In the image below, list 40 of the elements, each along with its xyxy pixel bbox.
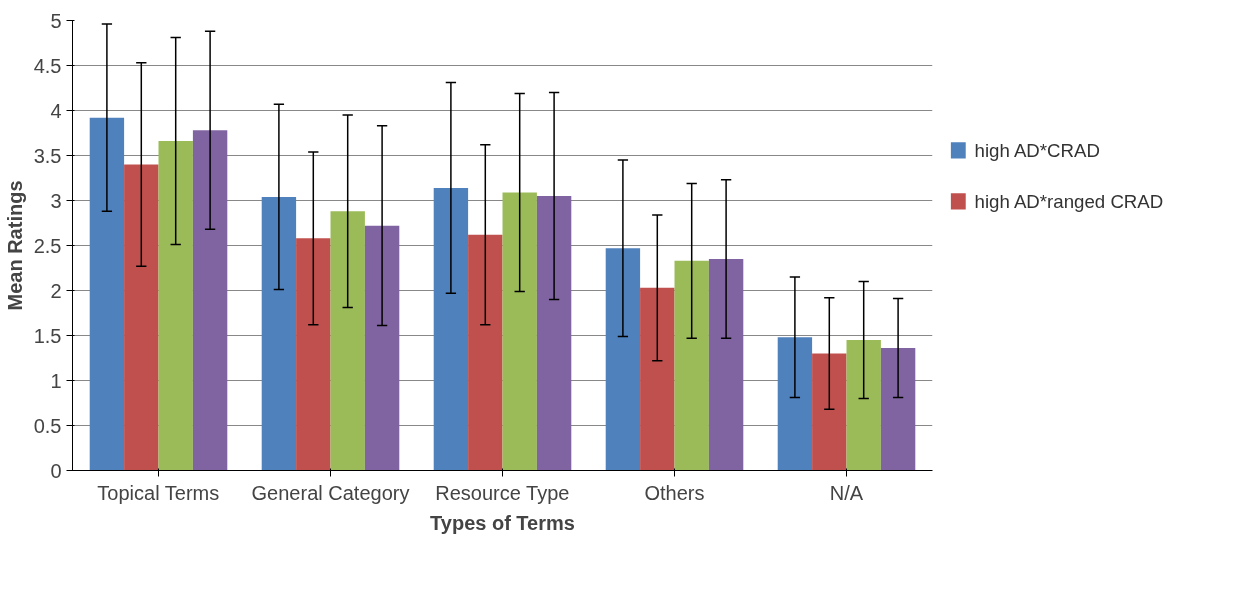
bar [433,187,469,471]
bar [158,141,193,471]
bar [192,130,228,471]
bar [880,348,916,471]
y-tick-label: 3.5 [33,144,62,167]
bar [536,196,572,471]
x-axis-title: Types of Terms [430,511,575,534]
bar [468,234,503,471]
bar [296,238,331,471]
x-tick-label: Resource Type [435,481,570,504]
legend-label: high AD*ranged CRAD [974,190,1164,212]
y-tick-label: 4.5 [33,54,62,77]
x-tick-label: N/A [829,481,864,504]
bar [846,340,881,471]
bar [124,164,159,471]
legend-label: high AD*CRAD [974,139,1100,161]
y-tick-label: 0 [50,459,62,482]
y-axis-title: Mean Ratings [3,180,26,311]
x-tick-label: Others [644,481,705,504]
bar [502,192,537,471]
y-tick-label: 5 [50,9,62,32]
bar [812,353,847,471]
bar [708,259,744,471]
y-tick-label: 3 [50,189,62,212]
x-tick-label: Topical Terms [97,481,220,504]
bar [777,337,813,471]
bar [364,225,400,471]
bar [674,260,709,471]
bar [640,287,675,471]
bar [261,196,297,471]
bar [605,248,641,471]
y-tick-label: 4 [50,99,62,122]
bar [89,117,125,471]
y-tick-label: 1 [50,369,62,392]
bar [330,211,365,471]
x-tick-label: General Category [251,481,410,504]
y-tick-label: 2.5 [33,234,62,257]
y-tick-label: 2 [50,279,62,302]
y-tick-label: 0.5 [33,414,62,437]
y-tick-label: 1.5 [33,324,62,347]
